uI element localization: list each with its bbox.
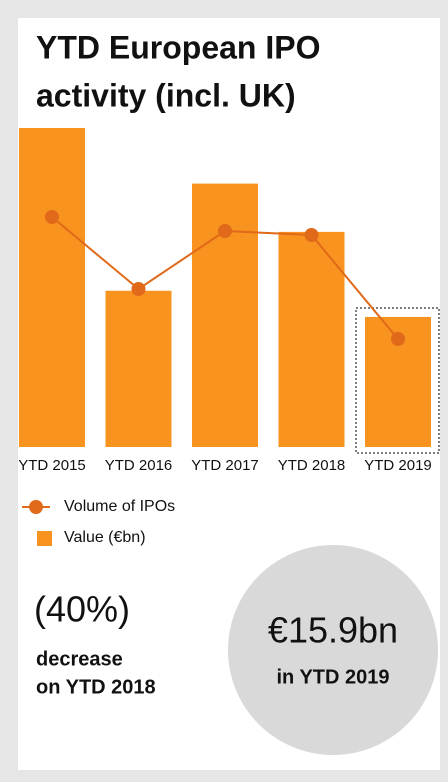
line-point: [218, 224, 232, 238]
x-tick-label: YTD 2019: [364, 457, 432, 474]
legend-label: Volume of IPOs: [64, 498, 175, 515]
callout-text: in YTD 2019: [276, 666, 389, 688]
chart-title: activity (incl. UK): [36, 77, 296, 113]
callout-text: decrease: [36, 648, 123, 670]
line-point: [391, 332, 405, 346]
x-tick-label: YTD 2016: [105, 457, 173, 474]
line-point: [45, 210, 59, 224]
callout-headline: (40%): [34, 589, 130, 630]
callout-circle: [228, 545, 438, 755]
chart-title: YTD European IPO: [36, 29, 320, 65]
bar: [192, 183, 258, 447]
line-point: [304, 228, 319, 242]
bar: [105, 290, 172, 447]
x-tick-label: YTD 2015: [18, 457, 86, 474]
callout-text: on YTD 2018: [36, 676, 156, 698]
callout-headline: €15.9bn: [268, 610, 398, 651]
bar: [278, 231, 345, 447]
highlight-box: [355, 307, 440, 454]
x-tick-label: YTD 2017: [191, 457, 259, 474]
legend-label: Value (€bn): [64, 529, 146, 546]
line-point: [131, 282, 146, 296]
legend-dot: [29, 500, 43, 514]
bar: [19, 128, 85, 447]
x-tick-label: YTD 2018: [278, 457, 346, 474]
legend-swatch: [37, 531, 52, 546]
